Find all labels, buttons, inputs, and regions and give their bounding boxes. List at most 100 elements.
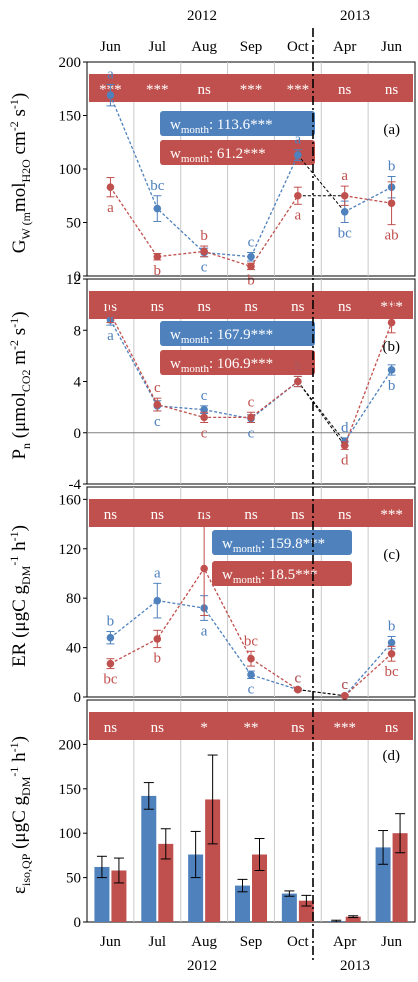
significance-letter: bc <box>338 226 353 242</box>
data-point <box>387 199 396 208</box>
top-month-label: Jun <box>100 39 121 55</box>
bottom-year-label-2013: 2013 <box>340 958 370 974</box>
weight-box-blue <box>160 111 315 136</box>
y-tick-label: 50 <box>66 216 81 232</box>
y-tick-label: 0 <box>74 915 82 931</box>
significance-letter: d <box>341 452 349 468</box>
bar <box>141 795 157 922</box>
data-point <box>106 659 115 668</box>
data-point <box>247 654 255 663</box>
top-year-label-2013: 2013 <box>340 8 370 24</box>
y-tick-label: 200 <box>59 737 82 753</box>
y-axis-label: ER (μgC gDM-1 h-1) <box>7 525 33 667</box>
bottom-year-labels: 2012 2013 <box>187 958 370 974</box>
significance-letter: ab <box>384 228 398 244</box>
data-point <box>106 633 115 642</box>
top-month-labels: Jun Jul Aug Sep Oct Apr Jun <box>100 39 402 55</box>
year-connector-line <box>297 154 346 213</box>
weight-box-label: wmonth: 18.5*** <box>222 567 318 586</box>
data-point <box>247 413 255 422</box>
significance-label: *** <box>146 82 169 98</box>
data-point <box>153 400 162 409</box>
y-tick-label: 150 <box>59 109 82 125</box>
data-point <box>106 309 115 318</box>
significance-letter: d <box>341 420 349 436</box>
year-connector-line <box>297 381 346 446</box>
significance-letter: c <box>154 380 161 396</box>
significance-label: ns <box>151 299 165 315</box>
y-tick-label: 120 <box>59 542 82 558</box>
y-tick-label: 100 <box>59 162 82 178</box>
significance-letter: c <box>295 670 302 686</box>
weight-box-label: wmonth: 61.2*** <box>170 146 266 165</box>
significance-label: ns <box>291 507 305 523</box>
significance-label: * <box>200 720 208 736</box>
y-axis-label: εiso,QP (μgC gDM-1 h-1) <box>7 736 33 894</box>
significance-label: *** <box>333 720 356 736</box>
series-line-2013 <box>344 186 392 213</box>
series-line-2013 <box>344 653 393 697</box>
data-point <box>294 685 302 694</box>
bottom-month-labels: Jun Jul Aug Sep Oct Apr Jun <box>100 934 402 950</box>
top-month-label: Sep <box>240 39 263 55</box>
bar <box>281 893 297 922</box>
significance-label: ns <box>338 299 352 315</box>
data-point <box>340 191 349 200</box>
significance-label: ns <box>197 299 211 315</box>
series-line-2013 <box>344 322 393 446</box>
panel-label: (a) <box>383 122 400 138</box>
y-tick-label: 50 <box>66 871 81 887</box>
data-point <box>153 252 162 261</box>
panel-c: 0 40 80 120 160 ER (μgC gDM-1 h-1) ns ns ns ns ns n… <box>7 486 416 706</box>
significance-letter: a <box>154 565 161 581</box>
data-point <box>247 670 255 679</box>
significance-letter: c <box>201 426 208 442</box>
panel-a: 0 50 100 150 200 GW (mmolH2O cm-2 s-1) *** *** n… <box>7 55 416 289</box>
significance-band <box>89 291 413 319</box>
y-tick-label: 0 <box>74 426 82 442</box>
significance-letter: b <box>247 273 255 289</box>
significance-label: *** <box>240 82 263 98</box>
significance-letter: bc <box>103 672 118 688</box>
significance-letter: c <box>295 670 302 686</box>
panel-frame <box>86 699 416 923</box>
series-line-2013 <box>344 195 392 204</box>
bar <box>188 854 204 922</box>
weight-box-label: wmonth: 159.8*** <box>222 536 325 555</box>
bar <box>205 799 221 922</box>
weight-box-label: wmonth: 167.9*** <box>170 327 273 346</box>
significance-letter: a <box>107 287 114 303</box>
weight-box-red <box>212 561 352 586</box>
significance-label: *** <box>380 299 403 315</box>
significance-letter: c <box>201 260 208 276</box>
data-point <box>153 596 162 605</box>
significance-label: ns <box>151 720 165 736</box>
y-tick-label: 0 <box>74 269 82 285</box>
data-point <box>387 318 396 327</box>
bar <box>375 847 391 922</box>
significance-letter: a <box>341 168 348 184</box>
bar <box>158 843 174 922</box>
series-line-2012 <box>109 319 299 420</box>
bottom-month-label: Jun <box>100 934 121 950</box>
y-tick-label: 150 <box>59 782 82 798</box>
data-point <box>200 247 208 256</box>
bottom-month-label: Jun <box>381 934 402 950</box>
significance-letter: bc <box>384 664 399 680</box>
significance-letter: b <box>294 358 302 374</box>
significance-band <box>89 712 413 740</box>
significance-label: ns <box>385 82 399 98</box>
y-tick-label: 4 <box>74 375 82 391</box>
significance-label: ns <box>385 720 399 736</box>
bar <box>392 833 408 922</box>
significance-letter: c <box>341 677 348 693</box>
top-month-label: Jul <box>149 39 167 55</box>
significance-label: ns <box>338 82 352 98</box>
significance-label: ns <box>104 507 118 523</box>
bottom-month-label: Oct <box>287 934 309 950</box>
weight-box-red <box>160 350 315 375</box>
significance-letter: bc <box>244 633 259 649</box>
significance-band <box>89 74 413 102</box>
weight-box-blue <box>212 530 352 555</box>
